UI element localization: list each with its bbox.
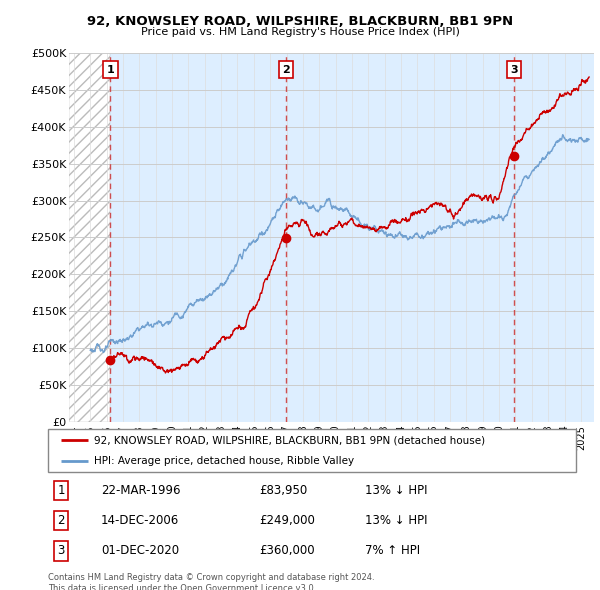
FancyBboxPatch shape — [48, 429, 576, 472]
Text: 1: 1 — [58, 484, 65, 497]
Text: 3: 3 — [511, 65, 518, 75]
Text: 2: 2 — [58, 514, 65, 527]
Text: 22-MAR-1996: 22-MAR-1996 — [101, 484, 181, 497]
Text: 3: 3 — [58, 545, 65, 558]
Text: Price paid vs. HM Land Registry's House Price Index (HPI): Price paid vs. HM Land Registry's House … — [140, 27, 460, 37]
Text: £360,000: £360,000 — [259, 545, 315, 558]
Text: 92, KNOWSLEY ROAD, WILPSHIRE, BLACKBURN, BB1 9PN (detached house): 92, KNOWSLEY ROAD, WILPSHIRE, BLACKBURN,… — [94, 435, 485, 445]
Text: 2: 2 — [282, 65, 290, 75]
Text: 7% ↑ HPI: 7% ↑ HPI — [365, 545, 420, 558]
Text: Contains HM Land Registry data © Crown copyright and database right 2024.
This d: Contains HM Land Registry data © Crown c… — [48, 573, 374, 590]
Text: £83,950: £83,950 — [259, 484, 307, 497]
Text: 1: 1 — [107, 65, 114, 75]
Bar — [69, 53, 110, 422]
Text: 01-DEC-2020: 01-DEC-2020 — [101, 545, 179, 558]
Text: 14-DEC-2006: 14-DEC-2006 — [101, 514, 179, 527]
Text: 92, KNOWSLEY ROAD, WILPSHIRE, BLACKBURN, BB1 9PN: 92, KNOWSLEY ROAD, WILPSHIRE, BLACKBURN,… — [87, 15, 513, 28]
Text: 13% ↓ HPI: 13% ↓ HPI — [365, 514, 427, 527]
Text: £249,000: £249,000 — [259, 514, 315, 527]
Text: 13% ↓ HPI: 13% ↓ HPI — [365, 484, 427, 497]
Text: HPI: Average price, detached house, Ribble Valley: HPI: Average price, detached house, Ribb… — [94, 456, 355, 466]
